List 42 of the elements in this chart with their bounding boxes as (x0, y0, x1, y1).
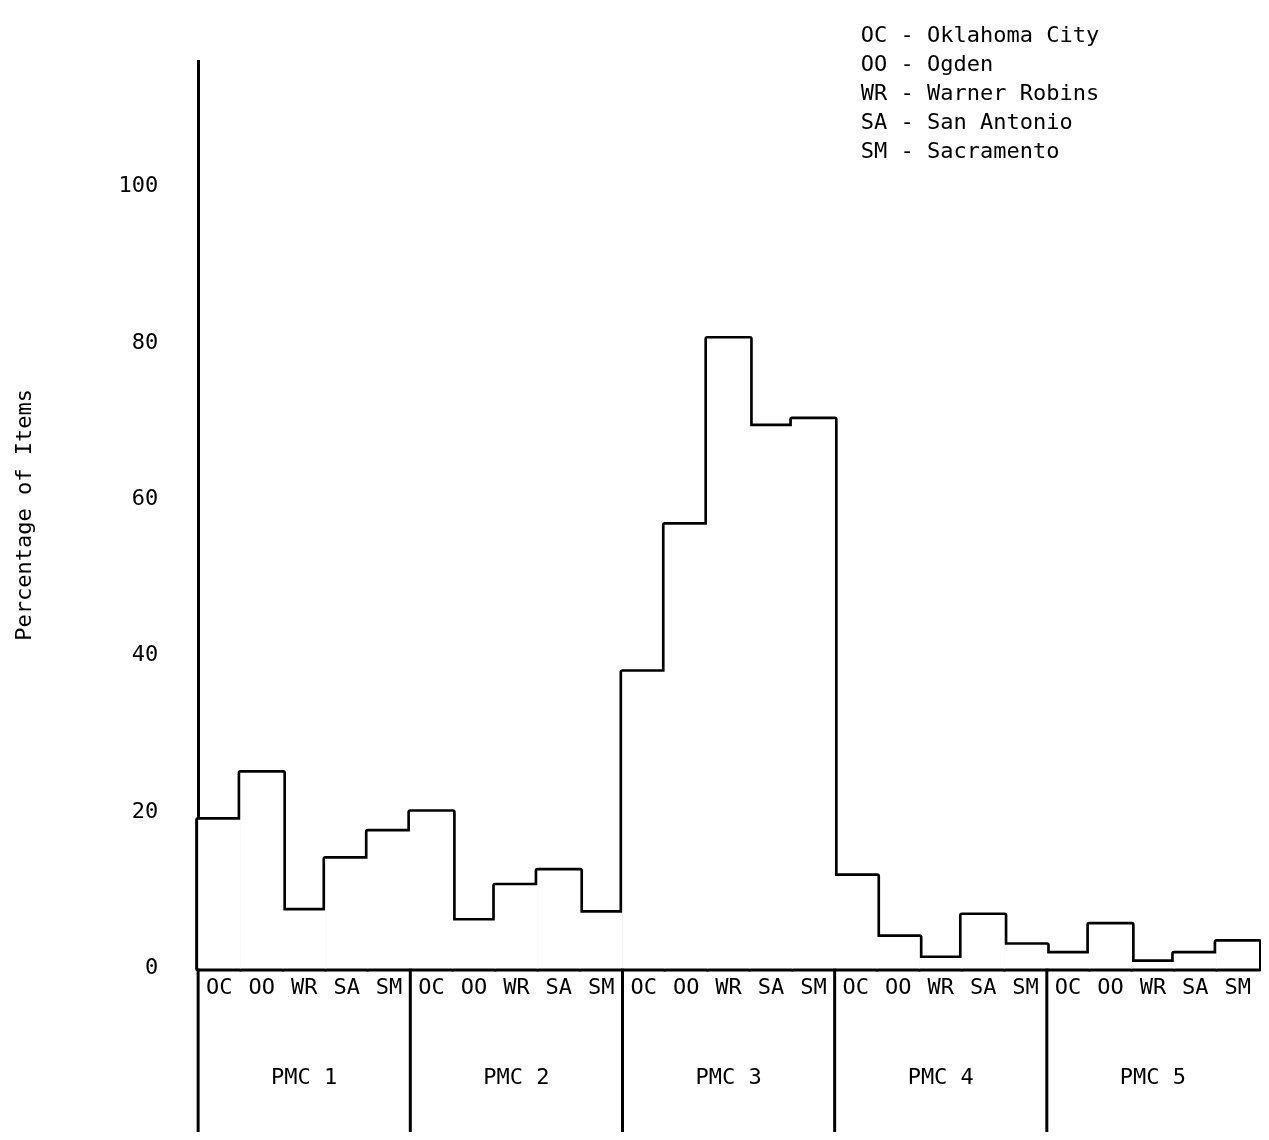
x-tick-label: OO (672, 973, 700, 999)
x-tick-label: SM (1012, 973, 1039, 999)
x-tick-label: OO (460, 973, 488, 999)
text: PMC 4 (907, 1064, 974, 1090)
x-tick-label: SM (375, 973, 403, 999)
y-axis-title: Percentage of Items (10, 389, 36, 641)
annotation: OO - Ogden (860, 50, 994, 76)
x-tick-label: SA (757, 973, 785, 999)
y-tick-label: 0 (144, 954, 159, 980)
x-tick-label: SA (333, 973, 360, 999)
x-tick-label: WR (1139, 973, 1167, 999)
text: PMC 5 (1119, 1064, 1187, 1090)
y-tick-label: 60 (131, 484, 159, 510)
x-tick-label: SA (969, 973, 997, 999)
x-tick-label: WR (290, 973, 319, 999)
x-tick-label: WR (503, 973, 531, 999)
annotation: SM - Sacramento (860, 137, 1060, 163)
x-tick-label: OO (248, 973, 276, 999)
x-tick-label: SM (1224, 973, 1252, 999)
annotation: WR - Warner Robins (860, 79, 1100, 105)
x-tick-label: SM (588, 973, 615, 999)
x-tick-label: SA (1182, 973, 1209, 999)
x-tick-label: OO (1097, 973, 1124, 999)
x-tick-label: SM (800, 973, 827, 999)
x-tick-label: OC (206, 973, 233, 999)
text: PMC 2 (483, 1064, 550, 1090)
y-tick-label: 80 (131, 328, 159, 354)
y-tick-label: 100 (118, 172, 159, 198)
text: PMC 3 (695, 1064, 762, 1090)
x-tick-label: OC (1054, 973, 1082, 999)
text: PMC 1 (271, 1064, 338, 1090)
x-tick-label: OC (842, 973, 870, 999)
y-tick-label: 40 (131, 641, 159, 667)
annotation: SA - San Antonio (860, 108, 1073, 134)
x-tick-label: SA (545, 973, 573, 999)
x-tick-label: WR (715, 973, 743, 999)
x-tick-label: WR (927, 973, 955, 999)
x-tick-label: OC (418, 973, 445, 999)
y-tick-label: 20 (131, 797, 159, 823)
x-tick-label: OO (885, 973, 912, 999)
text: OC - Oklahoma City (860, 21, 1100, 47)
x-tick-label: OC (630, 973, 657, 999)
